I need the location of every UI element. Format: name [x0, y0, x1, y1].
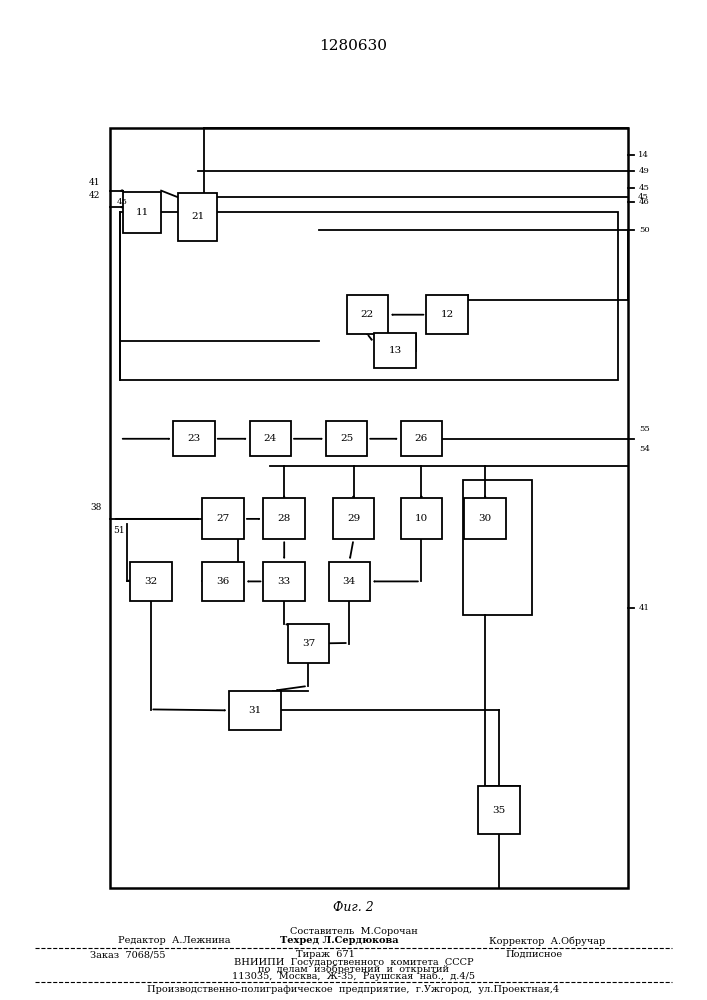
Text: Тираж  671: Тираж 671: [296, 950, 355, 959]
Text: Редактор  А.Лежнина: Редактор А.Лежнина: [118, 936, 230, 945]
Bar: [401, 421, 442, 456]
Text: 25: 25: [340, 434, 354, 443]
Text: Подписное: Подписное: [505, 950, 562, 959]
Bar: [463, 480, 532, 615]
Bar: [326, 421, 368, 456]
Text: 45: 45: [638, 193, 648, 201]
Text: Фиг. 2: Фиг. 2: [333, 901, 374, 914]
Text: 14: 14: [638, 151, 648, 159]
Text: 11: 11: [136, 208, 148, 217]
Text: Заказ  7068/55: Заказ 7068/55: [90, 950, 165, 959]
Text: 42: 42: [88, 191, 100, 200]
Text: 55: 55: [639, 425, 650, 433]
Text: 31: 31: [248, 706, 262, 715]
Bar: [202, 562, 244, 601]
Text: 46: 46: [639, 198, 650, 206]
Text: 35: 35: [493, 806, 506, 815]
Bar: [464, 498, 506, 539]
Text: 38: 38: [90, 503, 101, 512]
Text: 113035,  Москва,  Ж-35,  Раушская  наб.,  д.4/5: 113035, Москва, Ж-35, Раушская наб., д.4…: [232, 971, 475, 981]
Text: 49: 49: [639, 167, 650, 175]
Bar: [264, 562, 305, 601]
Text: ВНИИПИ  Государственного  комитета  СССР: ВНИИПИ Государственного комитета СССР: [234, 958, 473, 967]
Text: 29: 29: [347, 514, 360, 523]
Text: Корректор  А.Обручар: Корректор А.Обручар: [489, 936, 606, 946]
Text: 22: 22: [361, 310, 374, 319]
Text: 41: 41: [88, 178, 100, 187]
Bar: [130, 562, 172, 601]
Bar: [346, 295, 388, 334]
Text: 32: 32: [144, 577, 158, 586]
Bar: [229, 691, 281, 730]
Bar: [288, 624, 329, 663]
Bar: [426, 295, 468, 334]
Text: по  делам  изобретений  и  открытий: по делам изобретений и открытий: [258, 965, 449, 974]
Bar: [178, 193, 216, 241]
Text: 34: 34: [343, 577, 356, 586]
Text: 45: 45: [117, 198, 127, 206]
Text: Составитель  М.Сорочан: Составитель М.Сорочан: [290, 927, 417, 936]
Bar: [264, 498, 305, 539]
Bar: [250, 421, 291, 456]
Bar: [123, 192, 161, 233]
Text: 45: 45: [639, 184, 650, 192]
Text: 54: 54: [639, 445, 650, 453]
Text: 10: 10: [415, 514, 428, 523]
Bar: [329, 562, 370, 601]
Text: 27: 27: [216, 514, 230, 523]
Text: Техред Л.Сердюкова: Техред Л.Сердюкова: [280, 936, 399, 945]
Text: 21: 21: [191, 212, 204, 221]
Text: 12: 12: [440, 310, 454, 319]
Text: 41: 41: [639, 604, 650, 612]
Text: 30: 30: [479, 514, 492, 523]
Text: 26: 26: [415, 434, 428, 443]
Bar: [374, 333, 416, 368]
Bar: [478, 786, 520, 834]
Text: 28: 28: [278, 514, 291, 523]
Text: 51: 51: [114, 526, 125, 535]
Text: 36: 36: [216, 577, 230, 586]
Text: 1280630: 1280630: [320, 39, 387, 53]
Bar: [202, 498, 244, 539]
Text: 13: 13: [388, 346, 402, 355]
Bar: [120, 212, 618, 380]
Text: Производственно-полиграфическое  предприятие,  г.Ужгород,  ул.Проектная,4: Производственно-полиграфическое предприя…: [148, 985, 559, 994]
Text: 50: 50: [639, 226, 650, 234]
Bar: [401, 498, 442, 539]
Bar: [173, 421, 215, 456]
Bar: [333, 498, 374, 539]
Text: 33: 33: [278, 577, 291, 586]
Bar: [110, 128, 628, 888]
Text: 24: 24: [264, 434, 277, 443]
Text: 23: 23: [187, 434, 201, 443]
Text: 37: 37: [302, 639, 315, 648]
